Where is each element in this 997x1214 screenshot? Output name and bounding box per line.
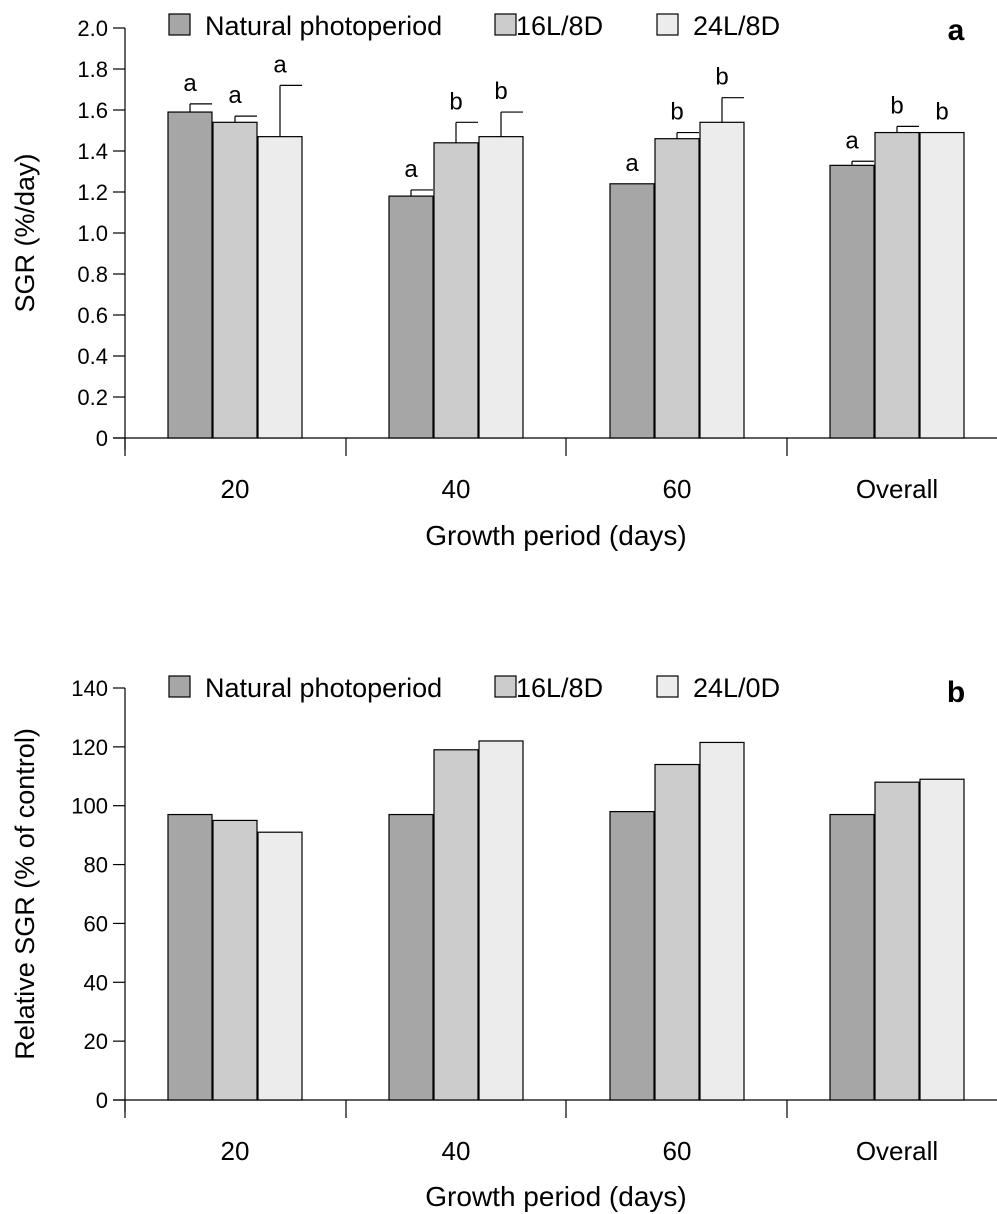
legend-swatch [656, 13, 679, 36]
y-tick-label: 1.2 [77, 180, 108, 205]
legend-label: 16L/8D [516, 11, 603, 41]
bar [388, 813, 434, 1101]
x-tick-label: 60 [663, 1136, 692, 1166]
bar [478, 136, 524, 439]
bar [167, 111, 213, 439]
bar [874, 781, 920, 1101]
significance-label: a [183, 70, 197, 97]
legend-label: 24L/0D [693, 673, 780, 703]
y-tick-label: 80 [84, 853, 108, 878]
bar [654, 763, 700, 1101]
y-tick-label: 1.0 [77, 221, 108, 246]
significance-label: b [890, 92, 903, 119]
legend-label: 24L/8D [693, 11, 780, 41]
panel-label: a [948, 14, 965, 47]
legend-swatch [168, 675, 191, 698]
legend-swatch [168, 13, 191, 36]
bar [212, 121, 258, 439]
bar [654, 138, 700, 439]
y-tick-label: 0.2 [77, 385, 108, 410]
y-tick-label: 0.4 [77, 344, 108, 369]
x-tick-label: 40 [442, 474, 471, 504]
significance-label: a [228, 82, 242, 109]
bar [388, 195, 434, 439]
y-tick-label: 1.8 [77, 57, 108, 82]
bar [874, 131, 920, 439]
bar [257, 831, 303, 1101]
bar [609, 810, 655, 1101]
significance-label: b [935, 99, 948, 126]
legend-label: 16L/8D [516, 673, 603, 703]
significance-label: b [494, 78, 507, 105]
bar [212, 819, 258, 1101]
legend-swatch [494, 675, 517, 698]
legend-swatch [656, 675, 679, 698]
x-tick-label: 20 [221, 1136, 250, 1166]
y-tick-label: 60 [84, 911, 108, 936]
y-tick-label: 0 [96, 1088, 108, 1113]
y-tick-label: 1.4 [77, 139, 108, 164]
y-tick-label: 0.8 [77, 262, 108, 287]
significance-label: a [273, 51, 287, 78]
y-tick-label: 120 [71, 735, 108, 760]
significance-label: a [404, 156, 418, 183]
bar [257, 136, 303, 439]
panel-label: b [947, 676, 965, 709]
bar [919, 131, 965, 439]
y-axis-title: SGR (%/day) [10, 153, 40, 312]
y-tick-label: 2.0 [77, 16, 108, 41]
bar [919, 778, 965, 1101]
y-tick-label: 140 [71, 676, 108, 701]
bar [433, 142, 479, 439]
x-axis-title: Growth period (days) [425, 1181, 686, 1212]
bar [699, 741, 745, 1101]
x-tick-label: 40 [442, 1136, 471, 1166]
bar [433, 749, 479, 1101]
y-axis-title: Relative SGR (% of control) [10, 728, 40, 1060]
x-axis-title: Growth period (days) [425, 520, 686, 551]
y-tick-label: 1.6 [77, 98, 108, 123]
bar [699, 121, 745, 439]
x-tick-label: 60 [663, 474, 692, 504]
bar [609, 183, 655, 439]
significance-label: b [670, 99, 683, 126]
x-tick-label: 20 [221, 474, 250, 504]
y-tick-label: 0 [96, 426, 108, 451]
bar [167, 813, 213, 1101]
bar [829, 164, 875, 439]
bar [829, 813, 875, 1101]
y-tick-label: 20 [84, 1029, 108, 1054]
significance-label: a [845, 127, 859, 154]
y-tick-label: 100 [71, 794, 108, 819]
significance-label: b [449, 88, 462, 115]
legend-label: Natural photoperiod [205, 11, 442, 41]
bar [478, 740, 524, 1101]
x-tick-label: Overall [856, 474, 938, 504]
legend-swatch [494, 13, 517, 36]
legend-label: Natural photoperiod [205, 673, 442, 703]
significance-label: b [715, 64, 728, 91]
significance-label: a [625, 150, 639, 177]
y-tick-label: 0.6 [77, 303, 108, 328]
x-tick-label: Overall [856, 1136, 938, 1166]
y-tick-label: 40 [84, 970, 108, 995]
